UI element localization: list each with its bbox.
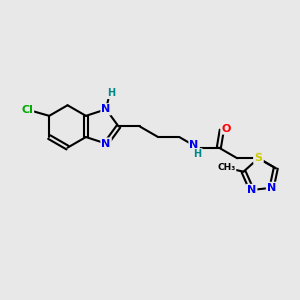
Text: N: N bbox=[247, 185, 256, 195]
Text: Cl: Cl bbox=[21, 105, 33, 115]
Text: N: N bbox=[101, 139, 111, 148]
Text: CH₃: CH₃ bbox=[217, 164, 236, 172]
Text: N: N bbox=[101, 104, 111, 114]
Text: S: S bbox=[254, 152, 262, 162]
Text: H: H bbox=[107, 88, 116, 98]
Text: O: O bbox=[221, 124, 231, 134]
Text: H: H bbox=[194, 149, 202, 159]
Text: N: N bbox=[267, 183, 276, 193]
Text: S: S bbox=[254, 153, 262, 163]
Text: N: N bbox=[190, 140, 199, 150]
